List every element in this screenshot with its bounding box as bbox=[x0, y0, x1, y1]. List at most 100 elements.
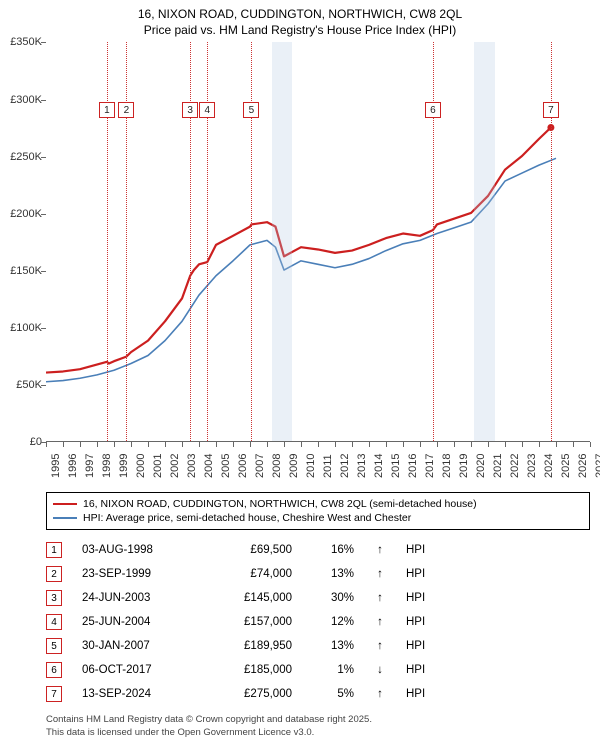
x-tick-mark bbox=[63, 442, 64, 447]
tx-suffix: HPI bbox=[406, 640, 425, 652]
legend-item: 16, NIXON ROAD, CUDDINGTON, NORTHWICH, C… bbox=[53, 497, 583, 511]
x-tick-label: 2026 bbox=[577, 454, 589, 478]
x-tick-mark bbox=[437, 442, 438, 447]
transaction-row: 606-OCT-2017£185,0001%↓HPI bbox=[46, 658, 590, 682]
tx-arrow-icon: ↑ bbox=[374, 616, 386, 628]
x-tick-label: 2004 bbox=[203, 454, 215, 478]
y-tick-mark bbox=[41, 42, 46, 43]
x-tick-mark bbox=[97, 442, 98, 447]
x-tick-mark bbox=[539, 442, 540, 447]
x-tick-label: 2013 bbox=[356, 454, 368, 478]
x-tick-mark bbox=[318, 442, 319, 447]
x-tick-label: 2011 bbox=[322, 455, 334, 479]
x-tick-label: 2015 bbox=[390, 454, 402, 478]
tx-price: £145,000 bbox=[212, 592, 292, 604]
tx-marker: 7 bbox=[46, 686, 62, 702]
legend-swatch bbox=[53, 517, 77, 519]
x-tick-label: 2018 bbox=[441, 454, 453, 478]
title-line2: Price paid vs. HM Land Registry's House … bbox=[10, 22, 590, 38]
x-tick-mark bbox=[335, 442, 336, 447]
title-line1: 16, NIXON ROAD, CUDDINGTON, NORTHWICH, C… bbox=[10, 6, 590, 22]
tx-arrow-icon: ↑ bbox=[374, 640, 386, 652]
x-tick-label: 2006 bbox=[237, 454, 249, 478]
transaction-row: 530-JAN-2007£189,95013%↑HPI bbox=[46, 634, 590, 658]
legend: 16, NIXON ROAD, CUDDINGTON, NORTHWICH, C… bbox=[46, 492, 590, 530]
x-tick-mark bbox=[46, 442, 47, 447]
tx-arrow-icon: ↑ bbox=[374, 592, 386, 604]
marker-box: 2 bbox=[118, 102, 134, 118]
y-tick-label: £0 bbox=[0, 436, 42, 448]
legend-item: HPI: Average price, semi-detached house,… bbox=[53, 511, 583, 525]
y-tick-label: £150K bbox=[0, 265, 42, 277]
tx-date: 03-AUG-1998 bbox=[82, 544, 192, 556]
x-tick-label: 2014 bbox=[373, 454, 385, 478]
transaction-row: 223-SEP-1999£74,00013%↑HPI bbox=[46, 562, 590, 586]
tx-marker: 2 bbox=[46, 566, 62, 582]
transaction-row: 103-AUG-1998£69,50016%↑HPI bbox=[46, 538, 590, 562]
x-tick-mark bbox=[471, 442, 472, 447]
x-tick-mark bbox=[454, 442, 455, 447]
tx-price: £74,000 bbox=[212, 568, 292, 580]
tx-date: 24-JUN-2003 bbox=[82, 592, 192, 604]
y-tick-label: £350K bbox=[0, 36, 42, 48]
x-tick-mark bbox=[386, 442, 387, 447]
y-tick-mark bbox=[41, 214, 46, 215]
transaction-row: 324-JUN-2003£145,00030%↑HPI bbox=[46, 586, 590, 610]
x-tick-label: 2012 bbox=[339, 454, 351, 478]
y-tick-label: £50K bbox=[0, 379, 42, 391]
y-tick-label: £300K bbox=[0, 94, 42, 106]
tx-suffix: HPI bbox=[406, 544, 425, 556]
x-tick-mark bbox=[182, 442, 183, 447]
marker-box: 3 bbox=[182, 102, 198, 118]
x-tick-mark bbox=[505, 442, 506, 447]
tx-date: 23-SEP-1999 bbox=[82, 568, 192, 580]
x-tick-mark bbox=[556, 442, 557, 447]
x-tick-mark bbox=[573, 442, 574, 447]
tx-date: 30-JAN-2007 bbox=[82, 640, 192, 652]
y-tick-label: £250K bbox=[0, 151, 42, 163]
x-tick-label: 2027 bbox=[594, 454, 600, 478]
chart-title: 16, NIXON ROAD, CUDDINGTON, NORTHWICH, C… bbox=[0, 0, 600, 42]
x-tick-label: 2022 bbox=[509, 454, 521, 478]
tx-pct: 13% bbox=[312, 568, 354, 580]
tx-marker: 3 bbox=[46, 590, 62, 606]
legend-label: 16, NIXON ROAD, CUDDINGTON, NORTHWICH, C… bbox=[83, 498, 477, 510]
transaction-row: 713-SEP-2024£275,0005%↑HPI bbox=[46, 682, 590, 706]
tx-arrow-icon: ↑ bbox=[374, 688, 386, 700]
plot-area: £0£50K£100K£150K£200K£250K£300K£350K1234… bbox=[46, 42, 590, 442]
x-tick-label: 2019 bbox=[458, 454, 470, 478]
tx-marker: 6 bbox=[46, 662, 62, 678]
marker-box: 5 bbox=[243, 102, 259, 118]
x-tick-label: 2001 bbox=[152, 454, 164, 478]
x-tick-label: 2008 bbox=[271, 454, 283, 478]
recession-band bbox=[272, 42, 292, 441]
marker-box: 1 bbox=[99, 102, 115, 118]
tx-pct: 30% bbox=[312, 592, 354, 604]
x-tick-mark bbox=[284, 442, 285, 447]
tx-pct: 1% bbox=[312, 664, 354, 676]
tx-suffix: HPI bbox=[406, 688, 425, 700]
x-tick-mark bbox=[131, 442, 132, 447]
y-tick-mark bbox=[41, 385, 46, 386]
tx-marker: 1 bbox=[46, 542, 62, 558]
x-tick-label: 1997 bbox=[84, 454, 96, 478]
x-tick-mark bbox=[148, 442, 149, 447]
x-tick-label: 2017 bbox=[424, 454, 436, 478]
tx-date: 13-SEP-2024 bbox=[82, 688, 192, 700]
tx-date: 06-OCT-2017 bbox=[82, 664, 192, 676]
legend-swatch bbox=[53, 503, 77, 505]
tx-marker: 5 bbox=[46, 638, 62, 654]
tx-date: 25-JUN-2004 bbox=[82, 616, 192, 628]
footer-line2: This data is licensed under the Open Gov… bbox=[46, 727, 590, 739]
tx-pct: 12% bbox=[312, 616, 354, 628]
tx-price: £185,000 bbox=[212, 664, 292, 676]
x-tick-label: 2025 bbox=[560, 454, 572, 478]
x-tick-mark bbox=[165, 442, 166, 447]
x-axis: 1995199619971998199920002001200220032004… bbox=[46, 442, 590, 486]
tx-price: £189,950 bbox=[212, 640, 292, 652]
tx-price: £69,500 bbox=[212, 544, 292, 556]
x-tick-mark bbox=[590, 442, 591, 447]
transaction-table: 103-AUG-1998£69,50016%↑HPI223-SEP-1999£7… bbox=[46, 538, 590, 706]
x-tick-label: 1998 bbox=[101, 454, 113, 478]
x-tick-mark bbox=[250, 442, 251, 447]
